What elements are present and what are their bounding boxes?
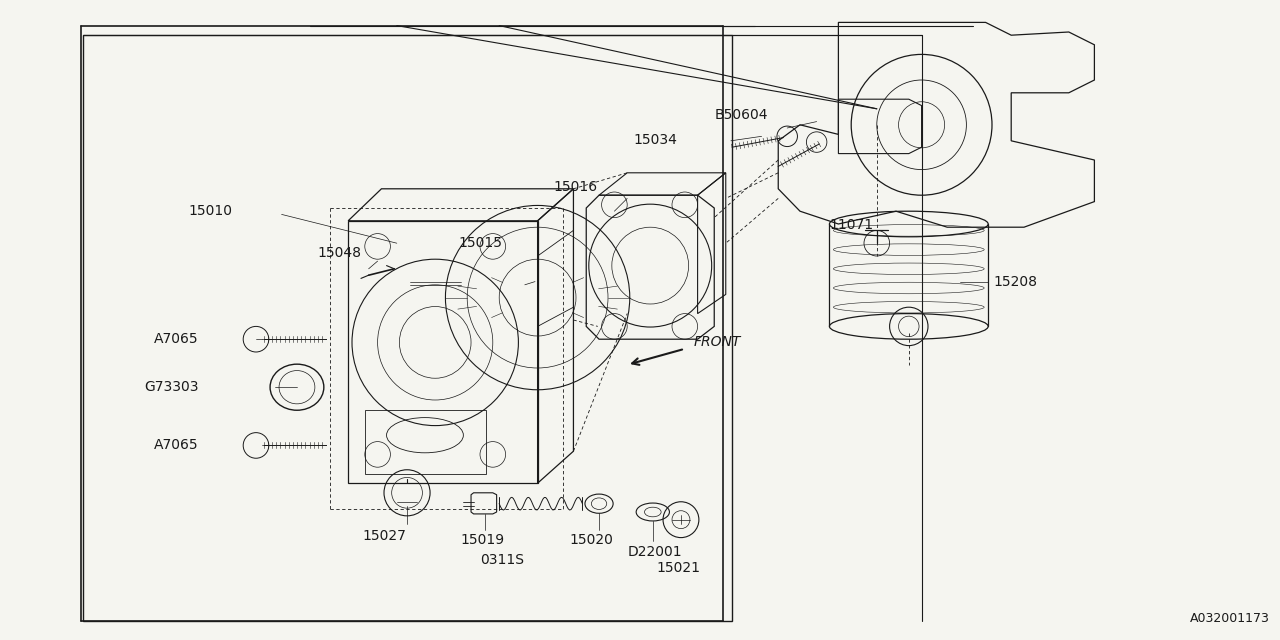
Text: 15016: 15016 (553, 180, 596, 194)
Text: D22001: D22001 (627, 545, 682, 559)
Text: B50604: B50604 (714, 108, 768, 122)
Text: G73303: G73303 (145, 380, 200, 394)
Text: 15034: 15034 (634, 132, 677, 147)
Text: 15015: 15015 (458, 236, 502, 250)
Text: FRONT: FRONT (694, 335, 741, 349)
Text: 15027: 15027 (362, 529, 406, 543)
Text: 15048: 15048 (317, 246, 361, 260)
Text: 15010: 15010 (188, 204, 232, 218)
Text: A032001173: A032001173 (1190, 612, 1270, 625)
Text: 15019: 15019 (461, 532, 504, 547)
Text: A7065: A7065 (154, 438, 198, 452)
Text: 0311S: 0311S (480, 553, 524, 567)
Text: 15021: 15021 (657, 561, 700, 575)
Text: A7065: A7065 (154, 332, 198, 346)
Text: 11071: 11071 (829, 218, 873, 232)
Text: 15208: 15208 (993, 275, 1037, 289)
Text: 15020: 15020 (570, 532, 613, 547)
